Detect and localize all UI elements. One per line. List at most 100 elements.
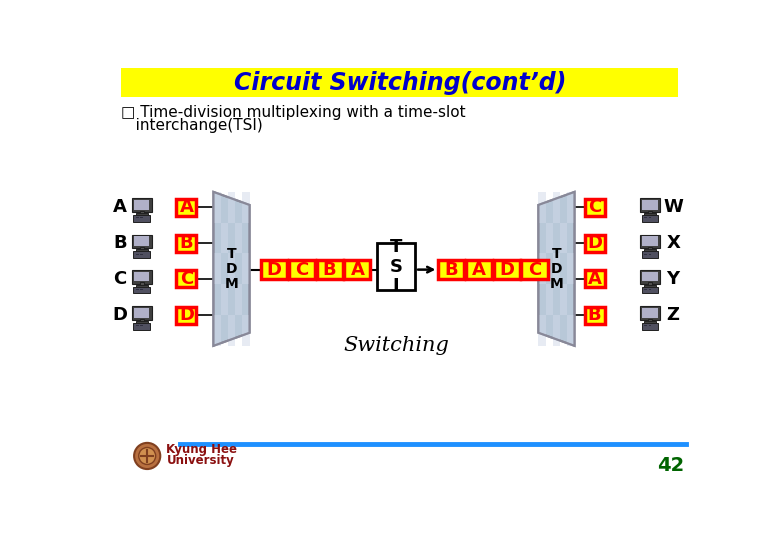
Text: interchange(TSI): interchange(TSI) <box>121 118 263 133</box>
Text: T
S
I: T S I <box>389 238 402 295</box>
Bar <box>642 323 658 330</box>
Text: D: D <box>267 261 282 279</box>
Text: D: D <box>499 261 514 279</box>
Bar <box>140 282 144 285</box>
Bar <box>649 289 651 290</box>
Bar <box>648 247 652 250</box>
Text: C: C <box>180 270 193 288</box>
Bar <box>140 319 144 321</box>
Bar <box>560 222 567 253</box>
FancyBboxPatch shape <box>584 235 604 252</box>
FancyBboxPatch shape <box>584 199 604 215</box>
Bar <box>228 192 235 222</box>
Bar <box>243 192 250 222</box>
Text: T
D
M: T D M <box>550 247 563 291</box>
Bar <box>642 287 658 294</box>
Text: C: C <box>296 261 309 279</box>
Bar <box>221 222 228 253</box>
Bar <box>644 321 656 323</box>
Bar <box>140 211 144 213</box>
Bar <box>643 200 658 210</box>
Text: □ Time-division multiplexing with a time-slot: □ Time-division multiplexing with a time… <box>121 105 466 120</box>
Bar <box>640 270 660 284</box>
Bar <box>466 260 492 279</box>
Bar <box>214 315 221 346</box>
Text: W: W <box>663 198 683 216</box>
Text: Z: Z <box>667 306 679 324</box>
Text: Y: Y <box>667 270 679 288</box>
Circle shape <box>134 443 160 469</box>
Bar <box>553 253 560 284</box>
Bar <box>648 319 652 321</box>
Bar <box>134 236 150 246</box>
Text: University: University <box>166 454 234 467</box>
Text: A: A <box>587 270 601 288</box>
FancyBboxPatch shape <box>176 235 197 252</box>
Text: B: B <box>179 234 193 252</box>
Text: C: C <box>114 270 127 288</box>
Bar <box>538 253 545 284</box>
Polygon shape <box>538 192 575 346</box>
Bar <box>132 270 151 284</box>
Bar <box>553 315 560 346</box>
Bar <box>221 284 228 315</box>
Bar <box>640 234 660 248</box>
FancyBboxPatch shape <box>121 68 679 97</box>
Bar <box>134 272 150 281</box>
Text: A: A <box>113 198 127 216</box>
Text: A: A <box>179 198 193 216</box>
Bar <box>134 200 150 210</box>
Bar <box>640 306 660 320</box>
Bar <box>140 325 144 326</box>
Bar <box>494 260 519 279</box>
Bar <box>136 321 148 323</box>
Bar <box>261 260 287 279</box>
Bar <box>344 260 370 279</box>
Bar <box>377 244 415 289</box>
Bar <box>133 287 150 294</box>
Bar <box>521 260 548 279</box>
Bar <box>643 272 658 281</box>
Text: T
D
M: T D M <box>225 247 239 291</box>
Polygon shape <box>214 192 250 346</box>
Text: D: D <box>113 306 128 324</box>
Text: B: B <box>323 261 336 279</box>
Bar <box>560 284 567 315</box>
FancyBboxPatch shape <box>176 199 197 215</box>
Bar <box>648 211 652 213</box>
Bar <box>644 249 656 251</box>
Bar <box>643 308 658 318</box>
Bar <box>136 325 139 326</box>
FancyBboxPatch shape <box>176 307 197 323</box>
Bar <box>648 282 652 285</box>
Bar <box>438 260 464 279</box>
Bar <box>140 289 144 290</box>
FancyBboxPatch shape <box>584 271 604 287</box>
Bar <box>545 222 553 253</box>
Text: B: B <box>445 261 458 279</box>
Bar <box>567 253 575 284</box>
Bar <box>649 325 651 326</box>
Bar <box>133 251 150 258</box>
Text: B: B <box>113 234 127 252</box>
Bar <box>235 222 243 253</box>
Text: C: C <box>588 198 601 216</box>
Bar <box>243 253 250 284</box>
Bar <box>643 236 658 246</box>
Bar <box>644 289 647 290</box>
Text: A: A <box>350 261 364 279</box>
Bar <box>644 213 656 215</box>
Bar <box>289 260 315 279</box>
Bar <box>132 234 151 248</box>
Bar <box>567 192 575 222</box>
Bar <box>545 284 553 315</box>
Text: B: B <box>588 306 601 324</box>
Bar <box>243 315 250 346</box>
Bar <box>134 308 150 318</box>
Bar <box>136 285 148 287</box>
Bar <box>136 289 139 290</box>
Text: Kyung Hee: Kyung Hee <box>166 443 237 456</box>
Bar <box>136 249 148 251</box>
Bar <box>642 251 658 258</box>
Text: C: C <box>528 261 541 279</box>
